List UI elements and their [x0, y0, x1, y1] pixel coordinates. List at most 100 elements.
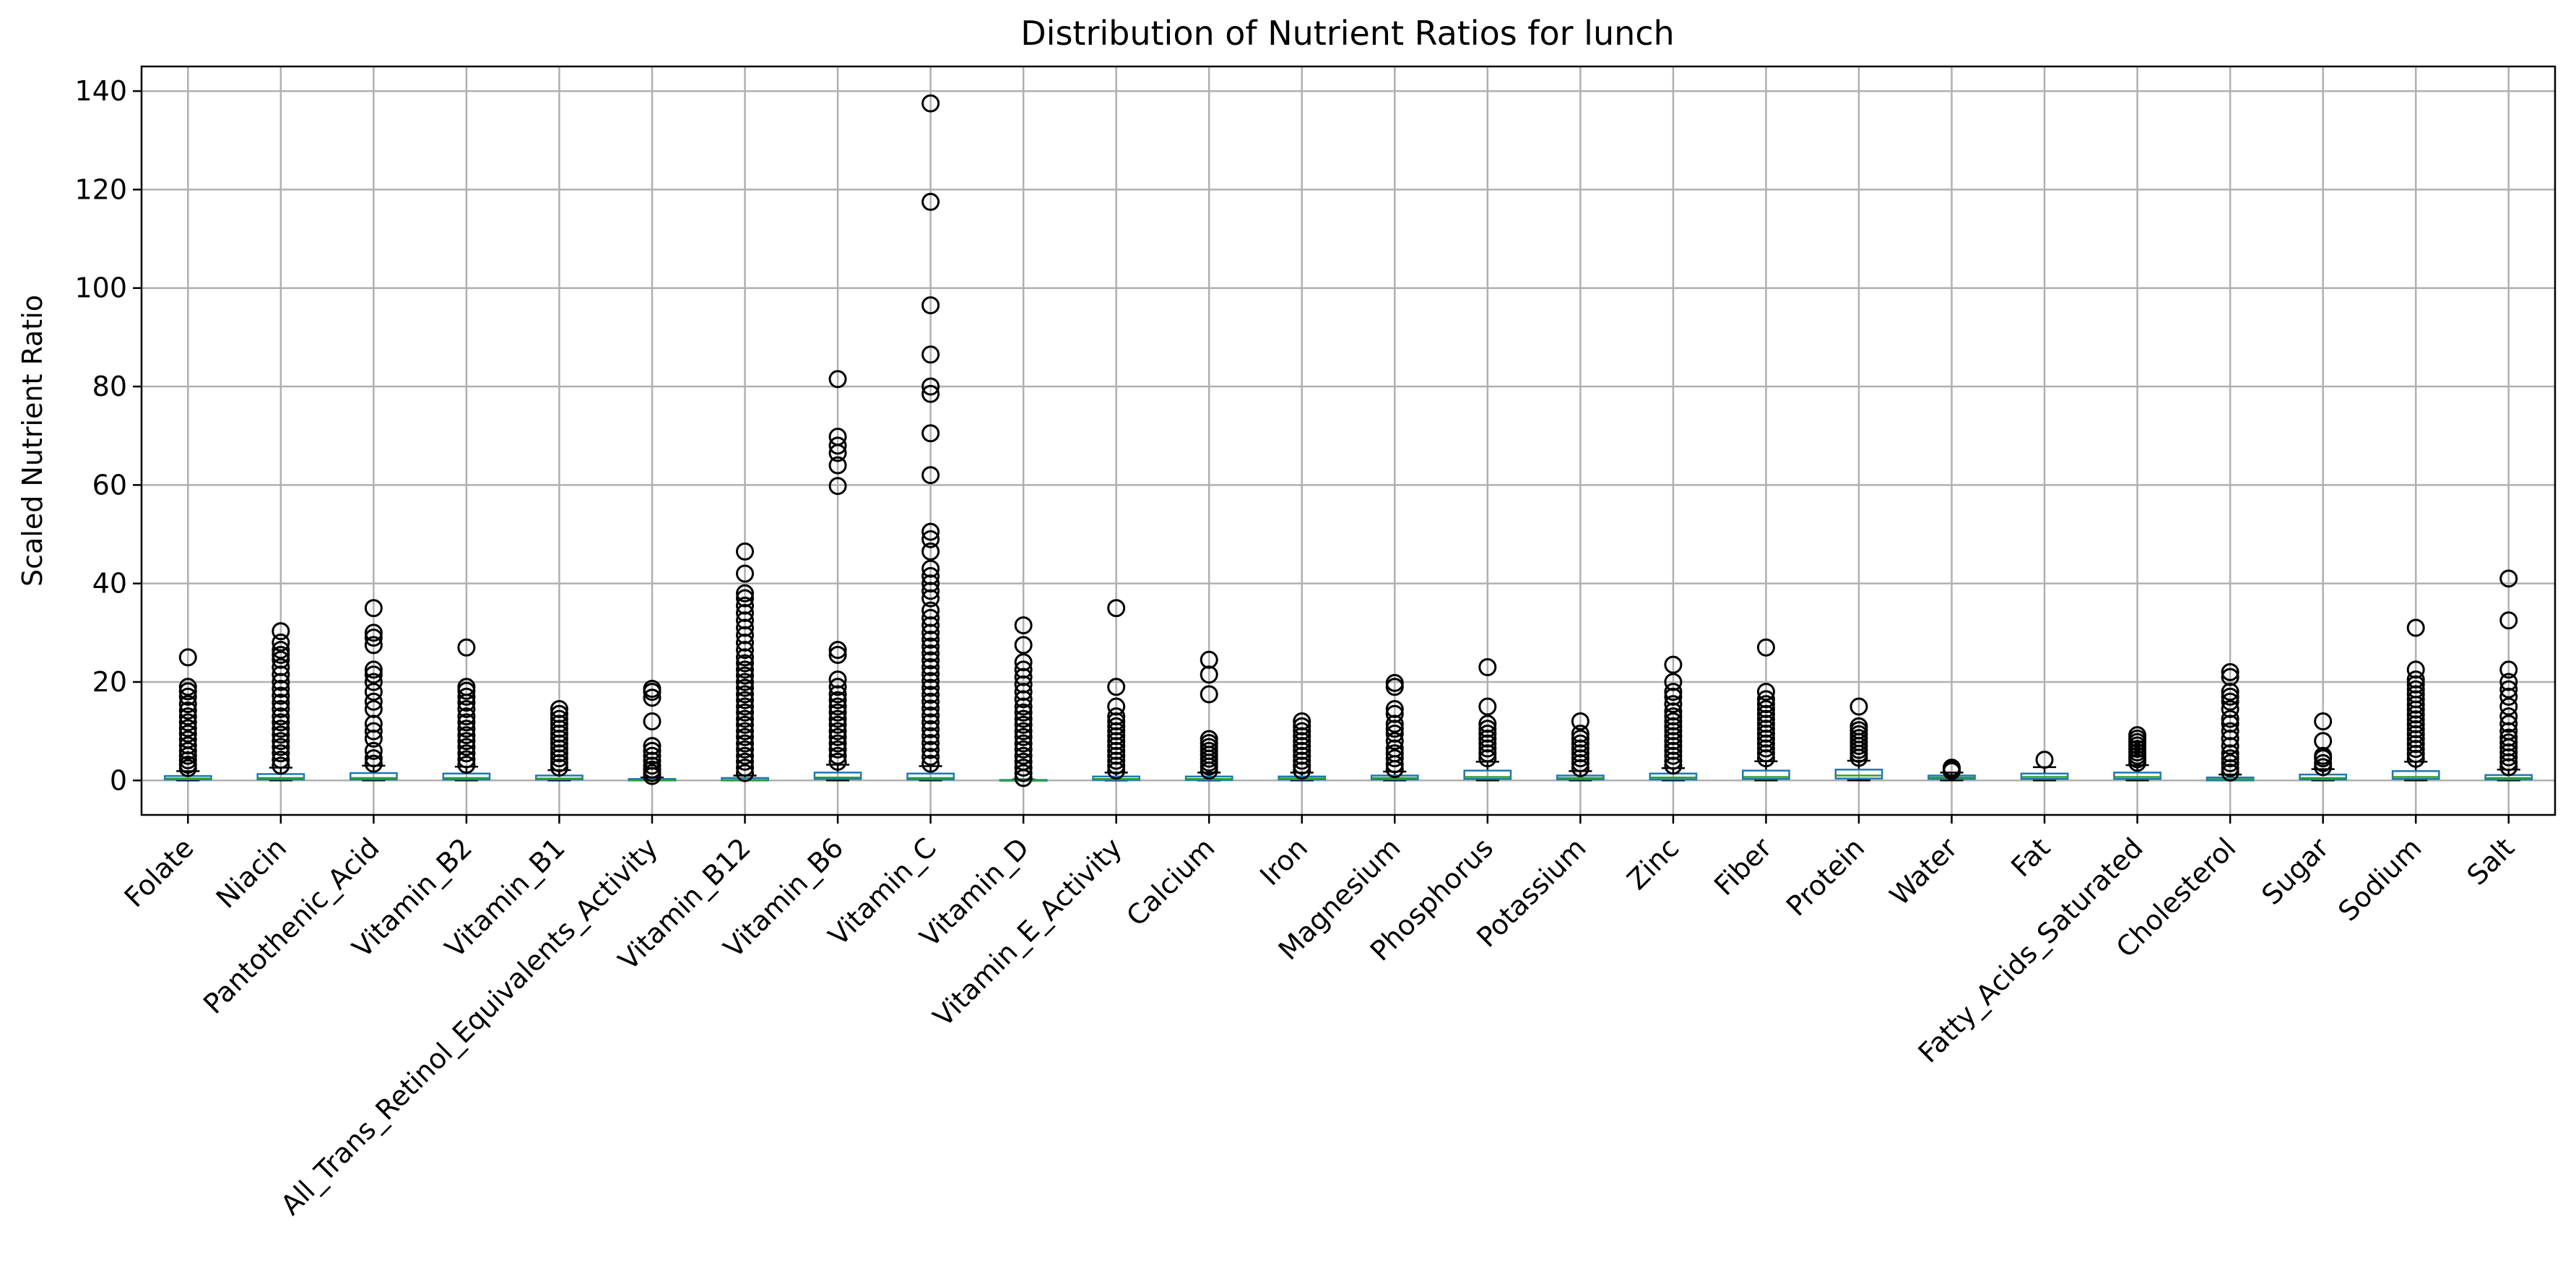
outlier-point	[272, 650, 290, 669]
outlier-point	[1385, 725, 1404, 743]
outlier-point	[2499, 611, 2518, 630]
outlier-point	[457, 678, 476, 696]
outlier-point	[828, 685, 847, 704]
outlier-point	[1014, 668, 1033, 686]
outlier-point	[1756, 739, 1775, 758]
outlier-point	[643, 756, 662, 775]
outlier-point	[921, 699, 940, 718]
box-body	[1834, 769, 1883, 780]
outlier-point	[550, 754, 568, 772]
outlier-point	[2499, 743, 2518, 761]
outlier-point	[2221, 759, 2239, 777]
box-series	[163, 94, 2533, 787]
outlier-point	[1014, 764, 1033, 782]
box-body	[349, 772, 398, 781]
outlier-point	[1478, 734, 1497, 753]
outlier-point	[2221, 662, 2239, 681]
outlier-point	[178, 751, 197, 769]
outlier-point	[178, 707, 197, 726]
outlier-point	[2499, 733, 2518, 752]
outlier-point	[1849, 717, 1868, 735]
outlier-point	[364, 741, 383, 760]
outlier-point	[1664, 746, 1683, 765]
outlier-point	[2499, 758, 2518, 777]
outlier-point	[1107, 678, 1126, 696]
box-vitamin-b1	[535, 699, 584, 782]
outlier-point	[1385, 732, 1404, 751]
outlier-point	[921, 733, 940, 752]
y-tick-label: 100	[74, 272, 127, 304]
outlier-point	[364, 683, 383, 701]
outlier-point	[2406, 735, 2425, 754]
outlier-point	[178, 725, 197, 743]
outlier-point	[921, 566, 940, 585]
outlier-point	[550, 729, 568, 748]
outlier-point	[828, 436, 847, 455]
outlier-point	[364, 692, 383, 711]
outlier-point	[921, 601, 940, 620]
box-protein	[1834, 697, 1883, 782]
outlier-point	[2499, 714, 2518, 733]
outlier-point	[828, 456, 847, 475]
outlier-point	[364, 673, 383, 691]
outlier-point	[1385, 739, 1404, 758]
box-sugar	[2299, 712, 2348, 782]
box-all-trans-retinol-equivalents-activity	[628, 680, 677, 785]
box-vitamin-d	[999, 616, 1048, 787]
outlier-point	[1756, 720, 1775, 738]
outlier-point	[643, 680, 662, 699]
outlier-point	[1664, 673, 1683, 691]
outlier-point	[2221, 744, 2239, 763]
box-body	[1742, 769, 1790, 780]
outlier-point	[921, 741, 940, 759]
outlier-point	[736, 746, 754, 765]
y-axis: 0 20 40 60 80 100 120 140	[74, 75, 142, 796]
outlier-point	[364, 636, 383, 655]
outlier-point	[643, 688, 662, 707]
outlier-point	[1200, 730, 1218, 748]
box-fatty-acids-saturated	[2113, 726, 2161, 782]
outlier-point	[1014, 683, 1033, 701]
outlier-point	[550, 714, 568, 733]
outlier-point	[272, 699, 290, 718]
outlier-point	[1107, 727, 1126, 746]
outlier-point	[1293, 741, 1311, 760]
outlier-point	[2499, 673, 2518, 691]
outlier-point	[736, 596, 754, 615]
outlier-point	[736, 722, 754, 741]
outlier-point	[1107, 746, 1126, 765]
outlier-point	[272, 658, 290, 677]
outlier-point	[2406, 685, 2425, 704]
outlier-point	[1014, 740, 1033, 759]
outlier-point	[2314, 754, 2333, 772]
outlier-point	[2406, 715, 2425, 734]
outlier-point	[921, 377, 940, 396]
box-vitamin-b6	[813, 370, 862, 782]
outlier-point	[921, 345, 940, 364]
outlier-point	[736, 740, 754, 759]
outlier-point	[2221, 714, 2239, 733]
box-pantothenic-acid	[349, 599, 398, 782]
outlier-point	[178, 678, 197, 696]
box-sodium	[2391, 618, 2440, 782]
outlier-point	[828, 703, 847, 722]
outlier-point	[364, 722, 383, 741]
outlier-point	[272, 725, 290, 744]
outlier-point	[1014, 752, 1033, 771]
plot-frame	[140, 65, 2557, 816]
outlier-point	[1756, 744, 1775, 763]
outlier-point	[550, 749, 568, 768]
outlier-point	[921, 623, 940, 642]
outlier-point	[736, 618, 754, 637]
y-tick-label: 0	[110, 764, 127, 796]
outlier-point	[1293, 722, 1311, 741]
box-potassium	[1556, 712, 1605, 782]
outlier-point	[550, 725, 568, 743]
outlier-point	[1014, 734, 1033, 753]
y-tick-label: 20	[92, 666, 127, 698]
outlier-point	[2314, 732, 2333, 751]
outlier-point	[921, 589, 940, 608]
outlier-point	[1385, 714, 1404, 733]
outlier-point	[2499, 707, 2518, 726]
